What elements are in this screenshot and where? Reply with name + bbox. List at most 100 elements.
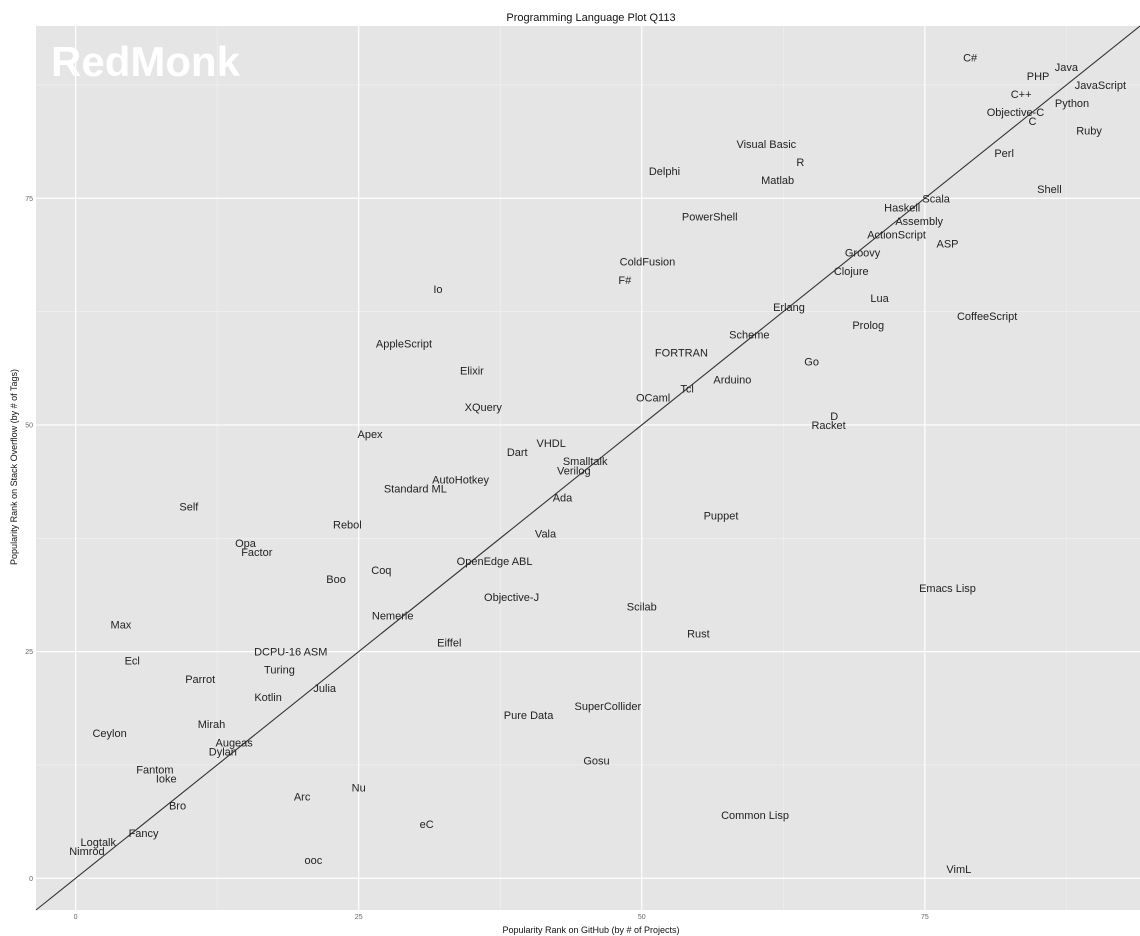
language-label: C: [1028, 116, 1036, 128]
language-label: Puppet: [704, 511, 739, 523]
language-label: Delphi: [649, 166, 680, 178]
language-label: Kotlin: [254, 692, 282, 704]
language-label: eC: [420, 819, 434, 831]
language-label: Logtalk: [81, 837, 117, 849]
language-label: PowerShell: [682, 211, 738, 223]
language-label: C#: [963, 53, 978, 65]
language-label: R: [796, 157, 804, 169]
language-label: Standard ML: [384, 483, 447, 495]
language-label: Julia: [313, 683, 337, 695]
language-label: FORTRAN: [655, 347, 708, 359]
language-label: ColdFusion: [620, 257, 676, 269]
language-label: Verilog: [557, 465, 591, 477]
language-label: Rust: [687, 628, 710, 640]
language-label: AppleScript: [376, 338, 432, 350]
language-label: Coq: [371, 565, 391, 577]
language-label: Ada: [553, 492, 573, 504]
grid-lines: [36, 26, 1140, 910]
diagonal-reference-line: [35, 25, 1140, 911]
language-label: Arc: [294, 792, 311, 804]
language-label: Pure Data: [504, 710, 554, 722]
language-label: Factor: [241, 547, 273, 559]
language-label: Fantom: [136, 764, 173, 776]
language-label: Smalltalk: [563, 456, 608, 468]
language-label: Ecl: [125, 656, 140, 668]
language-label: Fancy: [129, 828, 159, 840]
language-label: Turing: [264, 665, 295, 677]
language-label: Groovy: [845, 248, 881, 260]
language-label: XQuery: [465, 402, 503, 414]
language-label: Assembly: [895, 216, 943, 228]
language-label: SuperCollider: [574, 701, 641, 713]
language-label: Scala: [922, 193, 950, 205]
language-label: Bro: [169, 801, 186, 813]
language-label: Python: [1055, 98, 1089, 110]
chart-title: Programming Language Plot Q113: [506, 12, 675, 24]
language-label: Gosu: [583, 755, 609, 767]
language-label: CoffeeScript: [957, 311, 1017, 323]
language-label: DCPU-16 ASM: [254, 647, 327, 659]
x-tick-label: 50: [638, 914, 646, 921]
language-label: Scheme: [729, 329, 769, 341]
language-label: OCaml: [636, 393, 670, 405]
language-label: JavaScript: [1075, 80, 1126, 92]
language-labels: C#PHPJavaJavaScriptC++PythonObjective-CC…: [69, 53, 1126, 876]
language-label: Eiffel: [437, 638, 461, 650]
language-label: Ceylon: [92, 728, 126, 740]
redmonk-watermark: RedMonk: [51, 38, 241, 85]
language-label: Haskell: [884, 202, 920, 214]
language-label: ooc: [305, 855, 323, 867]
language-label: Elixir: [460, 366, 484, 378]
language-label: Vala: [535, 529, 557, 541]
language-label: Clojure: [834, 266, 869, 278]
language-label: Arduino: [713, 375, 751, 387]
language-label: Apex: [357, 429, 383, 441]
language-label: Boo: [326, 574, 346, 586]
language-label: Common Lisp: [721, 810, 789, 822]
language-label: Dart: [507, 447, 528, 459]
language-label: Augeas: [215, 737, 253, 749]
language-label: Java: [1055, 62, 1079, 74]
y-axis-title: Popularity Rank on Stack Overflow (by # …: [9, 369, 19, 565]
language-label: Scilab: [627, 601, 657, 613]
language-label: Tcl: [680, 384, 693, 396]
language-label: Matlab: [761, 175, 794, 187]
language-label: Objective-J: [484, 592, 539, 604]
language-label: Ruby: [1076, 125, 1102, 137]
language-label: Perl: [994, 148, 1014, 160]
language-label: Rebol: [333, 520, 362, 532]
language-label: F#: [618, 275, 632, 287]
language-label: Dylan: [209, 746, 237, 758]
language-label: C++: [1011, 89, 1032, 101]
language-label: Mirah: [198, 719, 226, 731]
language-label: Racket: [811, 420, 845, 432]
x-tick-label: 25: [355, 914, 363, 921]
y-tick-label: 0: [29, 876, 33, 883]
language-label: VimL: [946, 864, 971, 876]
language-label: Self: [179, 502, 199, 514]
y-tick-label: 75: [25, 196, 33, 203]
language-label: Go: [804, 356, 819, 368]
language-label: Max: [111, 619, 132, 631]
language-label: Nemerle: [372, 610, 414, 622]
language-label: Prolog: [852, 320, 884, 332]
language-label: Nu: [352, 783, 366, 795]
language-label: Nimrod: [69, 846, 104, 858]
language-label: Shell: [1037, 184, 1061, 196]
y-tick-label: 50: [25, 422, 33, 429]
language-label: Emacs Lisp: [919, 583, 976, 595]
language-label: ActionScript: [867, 230, 926, 242]
y-tick-label: 25: [25, 649, 33, 656]
x-axis-title: Popularity Rank on GitHub (by # of Proje…: [502, 925, 679, 935]
language-label: Ioke: [156, 774, 177, 786]
language-label: Opa: [235, 538, 257, 550]
language-label: Io: [433, 284, 442, 296]
language-label: VHDL: [537, 438, 566, 450]
language-label: OpenEdge ABL: [457, 556, 533, 568]
axis-ticks: 0 25 50 75 0 25 50 75: [25, 196, 929, 921]
language-label: PHP: [1027, 71, 1050, 83]
language-label: Objective-C: [987, 107, 1045, 119]
language-label: ASP: [936, 239, 958, 251]
language-label: Visual Basic: [736, 139, 796, 151]
